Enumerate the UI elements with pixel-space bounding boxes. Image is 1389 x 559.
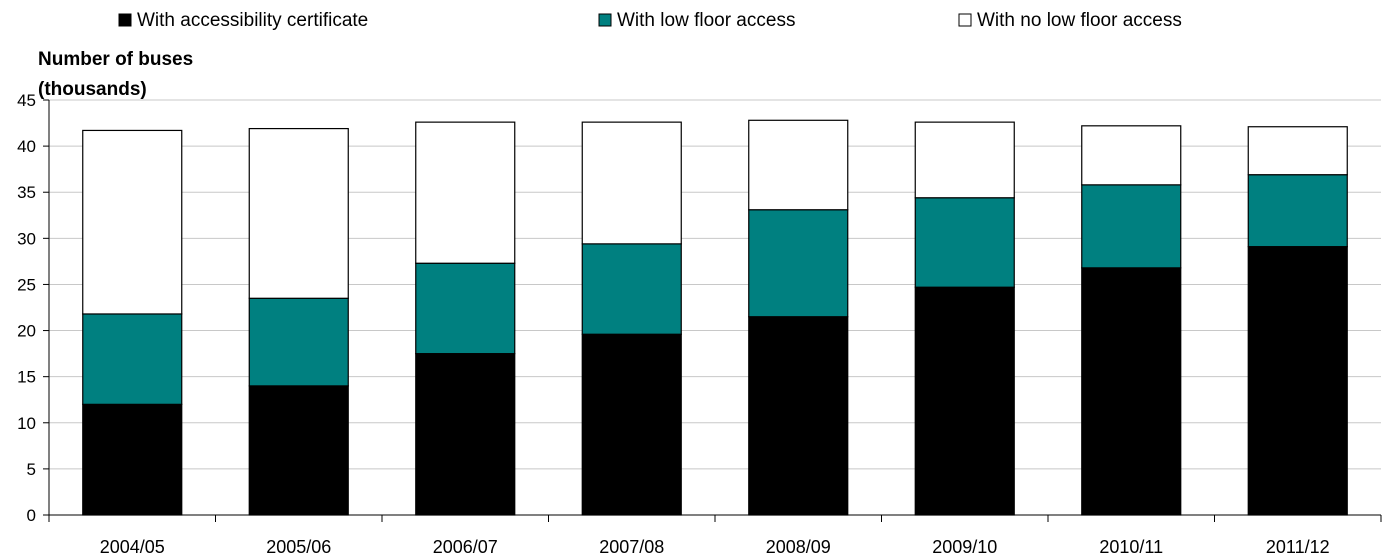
bar-segment-2-2009-10 [914, 197, 1015, 288]
bar-segment-3-2010-11 [1081, 125, 1182, 186]
legend: With accessibility certificate With low f… [118, 10, 1182, 31]
bar-segment-3-2004-05 [82, 129, 183, 315]
y-tick-label: 10 [17, 414, 36, 433]
bar-segment-2-2004-05 [82, 313, 183, 405]
bar-segment-3-2008-09 [748, 119, 849, 211]
legend-swatch [598, 13, 612, 27]
bar-segment-1-2005-06 [248, 385, 349, 516]
legend-label: With accessibility certificate [137, 10, 368, 31]
x-axis: 2004/05 2005/06 2006/07 2007/08 2008/09 2009/… [48, 514, 1382, 557]
x-tick-label: 2010/11 [1099, 537, 1163, 557]
legend-label: With no low floor access [977, 10, 1182, 31]
bar-segment-3-2005-06 [248, 127, 349, 299]
bar-segment-3-2007-08 [581, 121, 682, 245]
legend-label: With low floor access [617, 10, 795, 31]
y-axis-label-line-2: (thousands) [38, 79, 147, 100]
bar-segment-1-2004-05 [82, 403, 183, 516]
bar-segment-2-2010-11 [1081, 184, 1182, 269]
y-tick-label: 35 [17, 183, 36, 202]
x-tick-label: 2006/07 [433, 537, 498, 557]
bar-segment-1-2009-10 [914, 286, 1015, 516]
bars [82, 119, 1348, 516]
x-tick-label: 2005/06 [266, 537, 331, 557]
bar-segment-3-2011-12 [1247, 126, 1348, 176]
y-tick-label: 40 [17, 137, 36, 156]
bar-segment-2-2005-06 [248, 297, 349, 387]
x-tick-label: 2009/10 [932, 537, 997, 557]
y-tick-label: 20 [17, 322, 36, 341]
y-axis: 0 5 10 15 20 25 30 35 40 45 [17, 91, 50, 525]
bar-segment-1-2007-08 [581, 333, 682, 516]
bar-segment-1-2010-11 [1081, 267, 1182, 516]
bar-segment-3-2009-10 [914, 121, 1015, 199]
legend-swatch [958, 13, 972, 27]
y-tick-label: 5 [27, 460, 36, 479]
bar-segment-1-2011-12 [1247, 246, 1348, 516]
bar-segment-1-2008-09 [748, 316, 849, 516]
bar-segment-2-2008-09 [748, 209, 849, 318]
y-tick-label: 15 [17, 368, 36, 387]
legend-swatch [118, 13, 132, 27]
y-axis-label-line-1: Number of buses [38, 49, 193, 70]
bar-segment-3-2006-07 [415, 121, 516, 264]
y-tick-label: 25 [17, 275, 36, 294]
x-tick-label: 2007/08 [599, 537, 664, 557]
x-tick-label: 2004/05 [100, 537, 165, 557]
y-tick-label: 30 [17, 229, 36, 248]
bar-segment-1-2006-07 [415, 353, 516, 516]
bar-segment-2-2011-12 [1247, 174, 1348, 248]
y-axis-label: Number of buses (thousands) [38, 49, 193, 100]
bar-segment-2-2007-08 [581, 243, 682, 335]
x-tick-label: 2008/09 [766, 537, 831, 557]
y-tick-label: 45 [17, 91, 36, 110]
y-tick-label: 0 [27, 506, 36, 525]
bar-segment-2-2006-07 [415, 262, 516, 355]
x-tick-label: 2011/12 [1266, 537, 1330, 557]
